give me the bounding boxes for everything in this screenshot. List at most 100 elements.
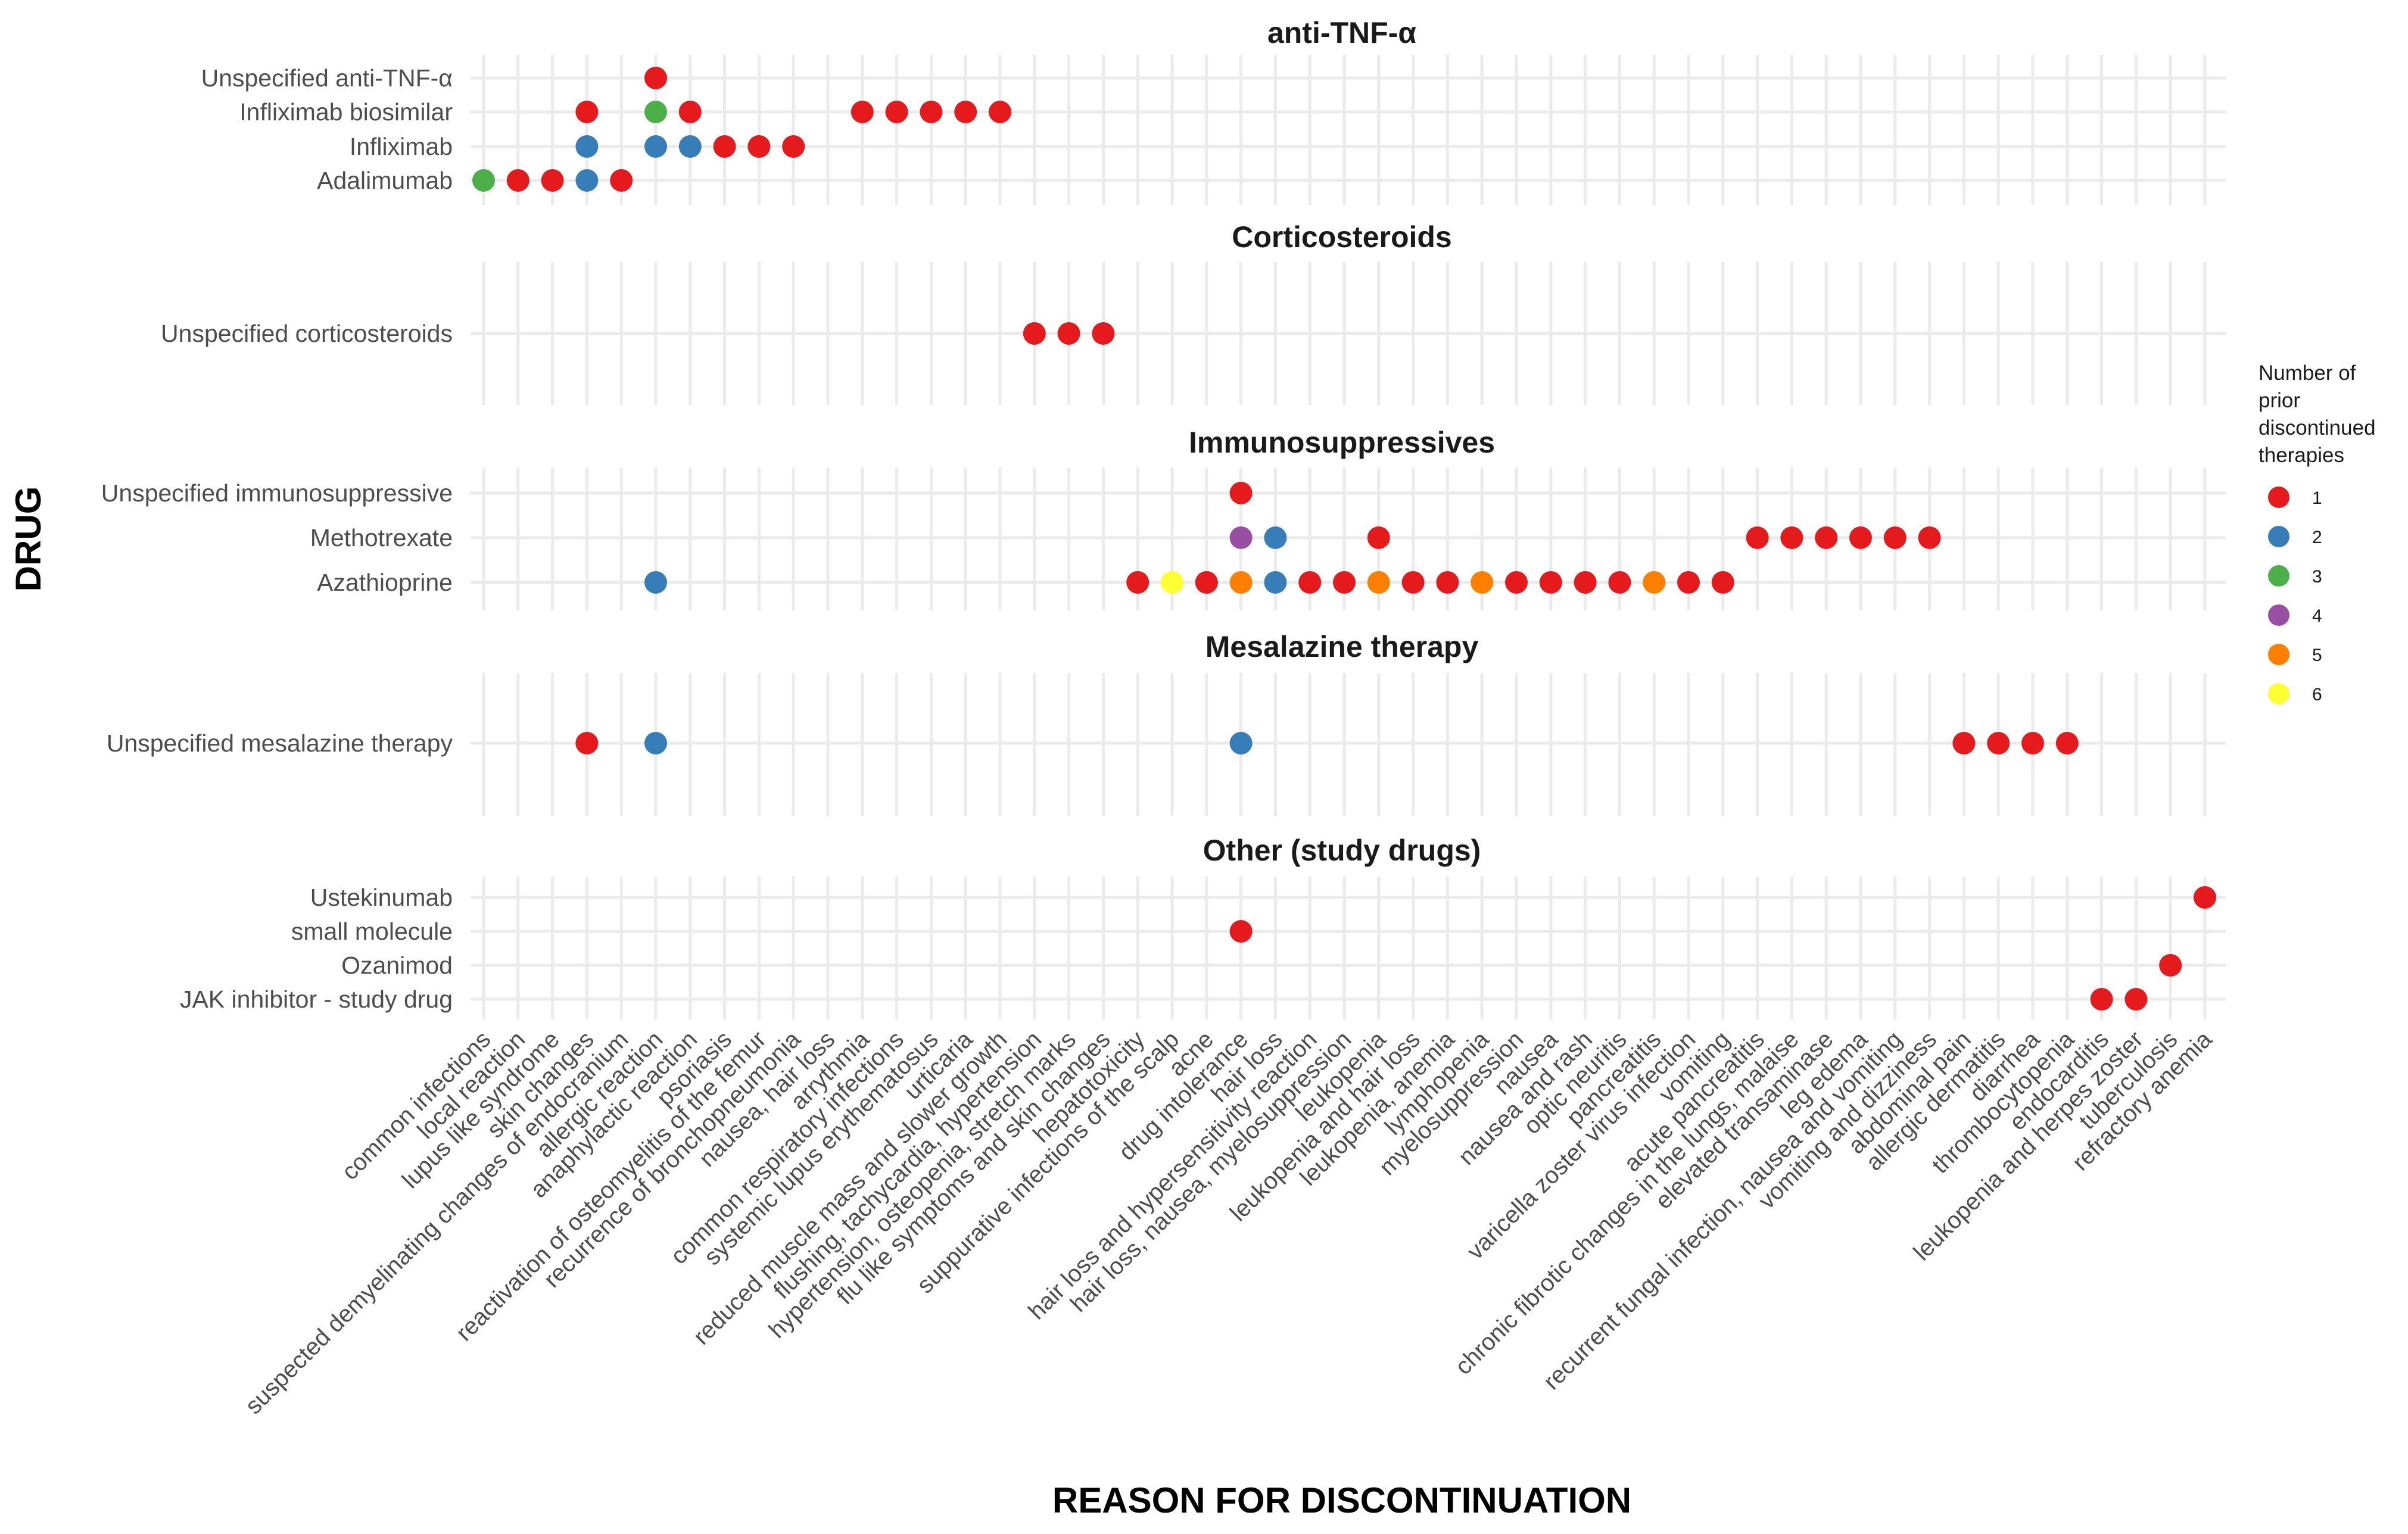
legend-title: prior bbox=[2259, 389, 2300, 412]
data-point bbox=[644, 67, 667, 89]
data-point bbox=[1608, 571, 1631, 594]
data-point bbox=[1367, 526, 1390, 549]
data-point bbox=[1746, 526, 1769, 549]
data-point bbox=[1126, 571, 1150, 594]
data-point bbox=[1987, 732, 2010, 754]
data-point bbox=[1298, 571, 1322, 594]
drug-row-label: Adalimumab bbox=[317, 167, 453, 194]
data-point bbox=[1815, 526, 1838, 549]
data-point bbox=[2021, 732, 2044, 754]
data-point bbox=[1333, 571, 1356, 594]
panel-title: Other (study drugs) bbox=[1203, 834, 1481, 867]
data-point bbox=[644, 571, 667, 594]
data-point bbox=[575, 135, 599, 158]
data-point bbox=[1264, 526, 1287, 549]
data-point bbox=[1092, 322, 1115, 345]
data-point bbox=[747, 135, 771, 158]
drug-row-label: Infliximab biosimilar bbox=[239, 98, 453, 126]
legend-label: 4 bbox=[2312, 606, 2322, 626]
data-points bbox=[472, 67, 2216, 1011]
data-point bbox=[1229, 732, 1253, 754]
drug-row-label: Unspecified corticosteroids bbox=[161, 320, 453, 347]
data-point bbox=[506, 169, 529, 192]
data-point bbox=[1023, 322, 1046, 345]
data-point bbox=[1711, 571, 1734, 594]
data-point bbox=[1367, 571, 1390, 594]
data-point bbox=[1505, 571, 1528, 594]
data-point bbox=[1849, 526, 1872, 549]
panel-title: Mesalazine therapy bbox=[1205, 630, 1479, 663]
legend-label: 1 bbox=[2312, 488, 2322, 508]
legend-label: 3 bbox=[2312, 567, 2322, 587]
data-point bbox=[1952, 732, 1976, 754]
row-labels: Unspecified anti-TNF-α Infliximab biosimi… bbox=[101, 64, 453, 1013]
data-point bbox=[1539, 571, 1562, 594]
panel-title: Immunosuppressives bbox=[1189, 426, 1495, 459]
data-point bbox=[644, 732, 667, 754]
drug-row-label: JAK inhibitor - study drug bbox=[180, 986, 453, 1013]
data-point bbox=[1195, 571, 1218, 594]
data-point bbox=[885, 101, 908, 123]
legend-title: therapies bbox=[2259, 444, 2344, 467]
drug-row-label: Methotrexate bbox=[310, 524, 453, 551]
data-point bbox=[2055, 732, 2079, 754]
data-point bbox=[1401, 571, 1425, 594]
data-point bbox=[2159, 954, 2182, 977]
legend-swatch bbox=[2268, 683, 2289, 704]
data-point bbox=[644, 135, 667, 158]
legend-title: Number of bbox=[2259, 361, 2356, 385]
legend-title: discontinued bbox=[2259, 416, 2376, 439]
legend-swatch bbox=[2268, 487, 2289, 508]
data-point bbox=[1264, 571, 1287, 594]
data-point bbox=[1057, 322, 1080, 345]
grid-layer bbox=[471, 55, 2226, 1019]
y-axis-title: DRUG bbox=[8, 487, 48, 592]
data-point bbox=[1780, 526, 1803, 549]
data-point bbox=[2194, 886, 2216, 909]
panel-title: Corticosteroids bbox=[1232, 220, 1452, 254]
data-point bbox=[1677, 571, 1700, 594]
drug-row-label: Azathioprine bbox=[317, 569, 453, 596]
drug-row-label: Ozanimod bbox=[341, 952, 453, 979]
data-point bbox=[678, 101, 702, 123]
data-point bbox=[610, 169, 633, 192]
data-point bbox=[1161, 571, 1183, 594]
data-point bbox=[678, 135, 702, 158]
data-point bbox=[1574, 571, 1597, 594]
data-point bbox=[851, 101, 874, 123]
legend-label: 2 bbox=[2312, 528, 2322, 547]
data-point bbox=[1471, 571, 1494, 594]
legend-swatch bbox=[2268, 604, 2289, 626]
data-point bbox=[713, 135, 736, 158]
data-point bbox=[954, 101, 977, 123]
data-point bbox=[2124, 988, 2148, 1011]
data-point bbox=[2090, 988, 2113, 1011]
legend-label: 6 bbox=[2312, 685, 2322, 704]
legend-label: 5 bbox=[2312, 646, 2322, 665]
data-point bbox=[541, 169, 564, 192]
drug-row-label: Ustekinumab bbox=[310, 884, 453, 911]
legend-swatch bbox=[2268, 526, 2289, 547]
legend-swatch bbox=[2268, 644, 2289, 665]
drug-row-label: Unspecified immunosuppressive bbox=[101, 479, 453, 507]
data-point bbox=[1643, 571, 1666, 594]
data-point bbox=[1918, 526, 1941, 549]
data-point bbox=[575, 101, 599, 123]
data-point bbox=[1229, 482, 1253, 504]
drug-row-label: Unspecified anti-TNF-α bbox=[201, 64, 453, 92]
data-point bbox=[575, 169, 599, 192]
legend-swatch bbox=[2268, 565, 2289, 587]
data-point bbox=[644, 101, 667, 123]
data-point bbox=[1229, 571, 1253, 594]
data-point bbox=[920, 101, 943, 123]
data-point bbox=[1436, 571, 1459, 594]
legend: Number of prior discontinued therapies 1 2 3 4 5… bbox=[2259, 361, 2376, 704]
data-point bbox=[1229, 526, 1253, 549]
drug-row-label: Unspecified mesalazine therapy bbox=[107, 729, 453, 757]
data-point bbox=[575, 732, 599, 754]
data-point bbox=[1229, 920, 1253, 943]
drug-row-label: small molecule bbox=[291, 918, 453, 945]
data-point bbox=[1883, 526, 1907, 549]
